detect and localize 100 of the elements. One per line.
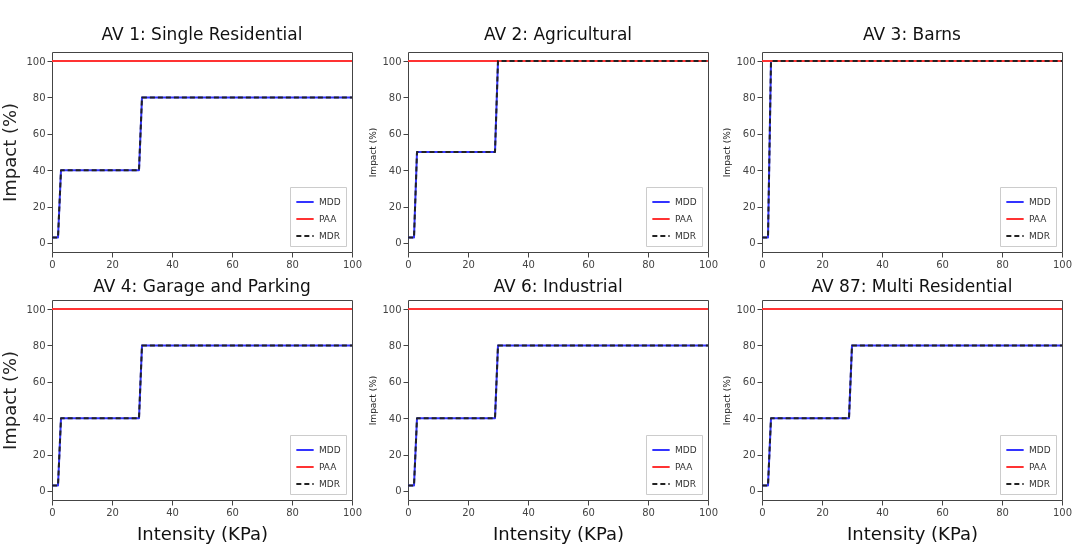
y-tick-label: 40 [742,164,756,176]
legend-label: PAA [1029,462,1048,472]
x-tick-label: 100 [698,506,719,518]
y-tick-label: 40 [32,164,46,176]
y-tick-label: 20 [742,449,756,461]
y-tick-label: 60 [742,376,756,388]
x-tick-label: 20 [816,258,829,270]
y-tick-label: 20 [32,201,46,213]
y-tick-label: 0 [395,237,402,249]
y-tick-label: 80 [388,339,402,351]
y-tick-label: 100 [26,55,46,67]
x-tick-label: 20 [106,258,119,270]
x-tick-label: 0 [405,258,412,270]
x-tick-label: 0 [49,258,56,270]
x-tick-label: 60 [936,506,949,518]
legend-label: MDR [1029,479,1050,489]
legend-label: MDD [675,197,697,207]
chart-title: AV 87: Multi Residential [811,276,1013,296]
x-tick-label: 20 [106,506,119,518]
y-tick-label: 80 [32,91,46,103]
x-tick-label: 60 [226,258,239,270]
x-tick-label: 100 [698,258,719,270]
x-tick-label: 60 [582,506,595,518]
y-axis-title: Impact (%) [722,127,733,178]
x-tick-label: 40 [166,258,179,270]
x-tick-label: 100 [342,258,363,270]
legend-label: MDR [1029,231,1050,241]
y-tick-label: 20 [742,201,756,213]
legend-label: MDR [675,231,696,241]
x-tick-label: 100 [1052,506,1073,518]
legend-label: PAA [675,462,694,472]
x-tick-label: 80 [642,506,655,518]
chart-title: AV 1: Single Residential [101,24,303,44]
x-tick-label: 20 [462,258,475,270]
x-tick-label: 80 [642,258,655,270]
y-axis-title: Impact (%) [0,102,21,203]
y-tick-label: 40 [32,412,46,424]
legend-label: MDD [675,445,697,455]
x-axis-title: Intensity (KPa) [847,522,978,544]
x-tick-label: 0 [49,506,56,518]
y-tick-label: 20 [388,449,402,461]
legend-label: PAA [675,214,694,224]
legend-label: MDD [1029,197,1051,207]
x-tick-label: 40 [876,258,889,270]
y-axis-title: Impact (%) [368,127,379,178]
y-tick-label: 60 [388,376,402,388]
legend-label: MDD [319,197,341,207]
y-tick-label: 100 [382,55,402,67]
legend-label: PAA [319,462,338,472]
x-axis-title: Intensity (KPa) [493,522,624,544]
y-tick-label: 60 [388,128,402,140]
y-tick-label: 20 [388,201,402,213]
x-tick-label: 60 [582,258,595,270]
legend-label: MDR [675,479,696,489]
x-tick-label: 80 [286,506,299,518]
y-tick-label: 80 [742,91,756,103]
x-tick-label: 0 [759,258,766,270]
legend-label: PAA [1029,214,1048,224]
legend-label: PAA [319,214,338,224]
x-tick-label: 40 [522,506,535,518]
y-tick-label: 0 [395,485,402,497]
y-tick-label: 0 [39,485,46,497]
y-tick-label: 80 [742,339,756,351]
x-tick-label: 0 [759,506,766,518]
legend-label: MDR [319,231,340,241]
y-tick-label: 0 [749,485,756,497]
chart-title: AV 4: Garage and Parking [93,276,311,296]
y-tick-label: 40 [742,412,756,424]
y-tick-label: 40 [388,412,402,424]
x-tick-label: 80 [996,258,1009,270]
y-tick-label: 60 [32,376,46,388]
x-tick-label: 80 [286,258,299,270]
y-tick-label: 40 [388,164,402,176]
y-tick-label: 100 [736,303,756,315]
y-tick-label: 100 [382,303,402,315]
legend-label: MDR [319,479,340,489]
legend-label: MDD [319,445,341,455]
y-tick-label: 60 [32,128,46,140]
x-tick-label: 100 [1052,258,1073,270]
x-tick-label: 40 [166,506,179,518]
x-tick-label: 60 [226,506,239,518]
x-axis-title: Intensity (KPa) [137,522,268,544]
chart-title: AV 3: Barns [863,24,962,44]
x-tick-label: 80 [996,506,1009,518]
x-tick-label: 60 [936,258,949,270]
y-axis-title: Impact (%) [722,375,733,426]
x-tick-label: 40 [522,258,535,270]
chart-title: AV 6: Industrial [493,276,623,296]
y-tick-label: 20 [32,449,46,461]
y-tick-label: 60 [742,128,756,140]
x-tick-label: 20 [816,506,829,518]
y-axis-title: Impact (%) [368,375,379,426]
y-tick-label: 0 [749,237,756,249]
chart-title: AV 2: Agricultural [483,24,633,44]
y-tick-label: 80 [388,91,402,103]
x-tick-label: 20 [462,506,475,518]
x-tick-label: 0 [405,506,412,518]
x-tick-label: 100 [342,506,363,518]
x-tick-label: 40 [876,506,889,518]
y-tick-label: 100 [736,55,756,67]
